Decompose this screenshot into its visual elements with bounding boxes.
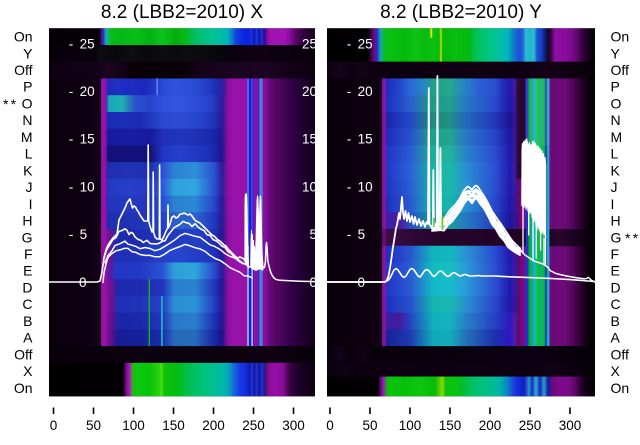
svg-text:25: 25 xyxy=(302,36,317,51)
svg-text:200: 200 xyxy=(202,418,225,433)
svg-text:On: On xyxy=(611,29,630,45)
svg-text:I: I xyxy=(29,196,33,212)
svg-text:10: 10 xyxy=(358,179,373,194)
svg-text:Y: Y xyxy=(611,45,621,61)
svg-text:-: - xyxy=(347,227,352,242)
svg-text:150: 150 xyxy=(162,418,185,433)
svg-text:25: 25 xyxy=(358,36,373,51)
svg-text:**: ** xyxy=(3,96,18,112)
svg-text:200: 200 xyxy=(479,418,502,433)
svg-text:L: L xyxy=(611,146,619,162)
svg-text:0: 0 xyxy=(79,275,87,290)
svg-text:Off: Off xyxy=(14,346,33,362)
svg-text:J: J xyxy=(611,179,618,195)
svg-text:20: 20 xyxy=(80,84,95,99)
svg-text:50: 50 xyxy=(86,418,101,433)
svg-text:250: 250 xyxy=(242,418,265,433)
svg-text:20: 20 xyxy=(358,84,373,99)
svg-text:P: P xyxy=(23,79,32,95)
svg-text:F: F xyxy=(611,246,620,262)
svg-text:20: 20 xyxy=(302,84,317,99)
svg-text:0: 0 xyxy=(326,418,334,433)
svg-text:-: - xyxy=(347,36,352,51)
svg-text:8.2 (LBB2=2010) Y: 8.2 (LBB2=2010) Y xyxy=(380,2,542,23)
svg-text:M: M xyxy=(611,129,623,145)
svg-text:**: ** xyxy=(625,230,640,246)
svg-text:On: On xyxy=(14,29,33,45)
svg-text:X: X xyxy=(611,363,621,379)
svg-text:On: On xyxy=(14,380,33,396)
svg-text:-: - xyxy=(69,36,74,51)
svg-text:C: C xyxy=(22,296,32,312)
svg-text:50: 50 xyxy=(362,418,377,433)
svg-text:H: H xyxy=(611,213,621,229)
svg-text:N: N xyxy=(611,112,621,128)
svg-text:15: 15 xyxy=(302,132,317,147)
svg-text:D: D xyxy=(611,280,621,296)
svg-text:O: O xyxy=(22,96,33,112)
svg-text:10: 10 xyxy=(302,179,317,194)
svg-text:D: D xyxy=(22,280,32,296)
svg-text:Off: Off xyxy=(611,346,630,362)
svg-text:E: E xyxy=(23,263,32,279)
svg-text:X: X xyxy=(23,363,33,379)
svg-text:M: M xyxy=(21,129,33,145)
svg-text:F: F xyxy=(24,246,33,262)
svg-text:G: G xyxy=(611,229,622,245)
svg-text:B: B xyxy=(23,313,32,329)
svg-text:15: 15 xyxy=(358,132,373,147)
svg-text:K: K xyxy=(611,162,621,178)
svg-text:A: A xyxy=(23,330,33,346)
svg-text:150: 150 xyxy=(439,418,462,433)
svg-text:Y: Y xyxy=(23,45,33,61)
svg-text:On: On xyxy=(611,380,630,396)
svg-text:O: O xyxy=(611,96,622,112)
svg-text:H: H xyxy=(22,213,32,229)
svg-text:-: - xyxy=(69,227,74,242)
svg-text:300: 300 xyxy=(559,418,582,433)
svg-text:-: - xyxy=(347,132,352,147)
svg-text:8.2 (LBB2=2010) X: 8.2 (LBB2=2010) X xyxy=(101,2,263,23)
svg-text:5: 5 xyxy=(358,227,366,242)
svg-text:0: 0 xyxy=(358,275,366,290)
svg-text:10: 10 xyxy=(80,179,95,194)
svg-text:-: - xyxy=(347,179,352,194)
svg-text:0: 0 xyxy=(309,275,317,290)
svg-text:L: L xyxy=(25,146,33,162)
svg-text:5: 5 xyxy=(309,227,317,242)
svg-text:B: B xyxy=(611,313,620,329)
svg-text:Off: Off xyxy=(14,62,33,78)
svg-text:C: C xyxy=(611,296,621,312)
svg-text:-: - xyxy=(69,84,74,99)
svg-text:100: 100 xyxy=(122,418,145,433)
svg-text:-: - xyxy=(69,179,74,194)
svg-text:15: 15 xyxy=(80,132,95,147)
svg-text:-: - xyxy=(347,84,352,99)
svg-text:0: 0 xyxy=(50,418,58,433)
svg-text:300: 300 xyxy=(282,418,305,433)
svg-text:N: N xyxy=(22,112,32,128)
svg-text:I: I xyxy=(611,196,615,212)
svg-text:5: 5 xyxy=(80,227,88,242)
svg-text:E: E xyxy=(611,263,620,279)
svg-text:P: P xyxy=(611,79,620,95)
svg-text:250: 250 xyxy=(519,418,542,433)
svg-text:K: K xyxy=(23,162,33,178)
svg-text:Off: Off xyxy=(611,62,630,78)
svg-text:25: 25 xyxy=(80,36,95,51)
svg-text:G: G xyxy=(22,229,33,245)
svg-text:A: A xyxy=(611,330,621,346)
svg-text:100: 100 xyxy=(399,418,422,433)
svg-text:J: J xyxy=(26,179,33,195)
svg-text:-: - xyxy=(69,132,74,147)
